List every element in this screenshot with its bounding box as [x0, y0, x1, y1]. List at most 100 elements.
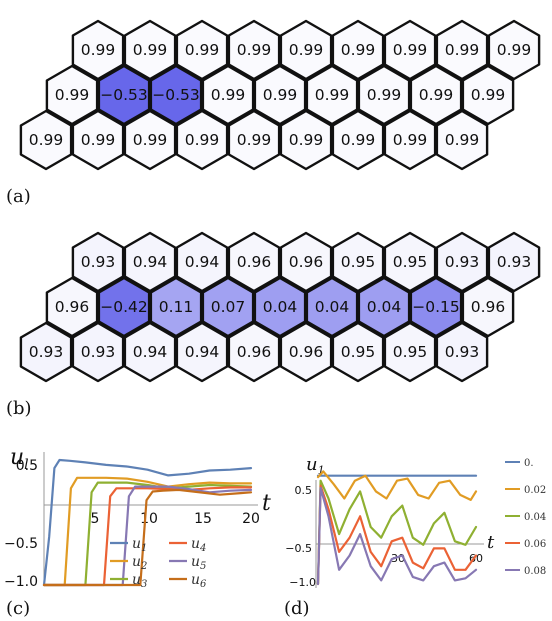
- hex-cell: [409, 276, 463, 338]
- hex-cell-value: 0.96: [289, 343, 324, 361]
- hex-cell: [227, 321, 281, 383]
- x-tick-c-10: 10: [140, 511, 158, 527]
- hex-cell: [331, 109, 385, 171]
- honeycomb-panel-a: 0.99 0.99 0.99 0.99 0.99 0.99 0.99 0.99 0.99 0.99…: [19, 19, 541, 171]
- series-line-0-06: [316, 484, 478, 586]
- hex-cell: [305, 276, 359, 338]
- hex-cell-value: 0.99: [211, 86, 246, 104]
- y-tick-d-neg1.0: −1.0: [289, 576, 316, 589]
- hex-cell: [227, 109, 281, 171]
- hex-cell-value: 0.99: [393, 131, 428, 149]
- hex-cell-value: 0.93: [445, 343, 480, 361]
- hex-cell: [123, 109, 177, 171]
- hex-cell-value: 0.93: [81, 253, 116, 271]
- hex-cell: [461, 64, 515, 126]
- hex-cell: [149, 276, 203, 338]
- hex-cell-value: 0.04: [367, 298, 402, 316]
- panel-label-b: (b): [6, 398, 32, 419]
- hex-cell: [19, 109, 73, 171]
- y-tick-c-neg1.0: −1.0: [4, 574, 38, 590]
- hex-cell: [19, 321, 73, 383]
- hex-cell: [435, 231, 489, 293]
- legend-label: u3: [132, 572, 147, 590]
- hex-cell: [383, 321, 437, 383]
- hex-cell: [45, 276, 99, 338]
- hex-cell: [331, 321, 385, 383]
- hex-cell: [175, 19, 229, 81]
- hex-cell-value: −0.15: [412, 298, 460, 316]
- hex-cell-value: 0.99: [55, 86, 90, 104]
- hex-cell-value: 0.99: [133, 41, 168, 59]
- hex-cell-value: 0.99: [393, 41, 428, 59]
- hex-cell-value: 0.04: [263, 298, 298, 316]
- hex-cell: [71, 231, 125, 293]
- x-axis-label-c: t: [262, 491, 271, 516]
- legend-label: 0.08: [524, 566, 546, 577]
- series-group-c: [42, 458, 253, 587]
- hex-cell: [253, 276, 307, 338]
- hex-cell-value: 0.99: [419, 86, 454, 104]
- hex-cell: [383, 19, 437, 81]
- hex-cell: [71, 19, 125, 81]
- hex-cell-value: 0.95: [341, 343, 376, 361]
- series-line-0-02: [316, 470, 478, 501]
- legend-label: 0.04: [524, 512, 546, 523]
- hex-cell-value: 0.95: [341, 253, 376, 271]
- hex-cell-value: 0.99: [315, 86, 350, 104]
- hex-cell-value: 0.93: [445, 253, 480, 271]
- hex-cell: [123, 321, 177, 383]
- hex-cell-value: 0.99: [81, 41, 116, 59]
- hex-cell-value: 0.95: [393, 253, 428, 271]
- hex-cell-value: 0.99: [237, 41, 272, 59]
- hex-cell-value: 0.11: [159, 298, 194, 316]
- legend-label: 0.: [524, 458, 534, 469]
- hex-cell-value: 0.07: [211, 298, 246, 316]
- hex-cell: [487, 19, 541, 81]
- y-tick-d-0.5: 0.5: [295, 484, 313, 497]
- hex-cell: [123, 19, 177, 81]
- hex-cell-value: 0.99: [471, 86, 506, 104]
- panel-label-a: (a): [6, 186, 31, 207]
- y-tick-c-0.5: 0.5: [16, 458, 38, 474]
- hex-cell: [331, 231, 385, 293]
- legend-label: u2: [132, 554, 147, 572]
- hex-cell: [175, 231, 229, 293]
- hex-cell-value: 0.99: [367, 86, 402, 104]
- hex-cell-value: 0.93: [29, 343, 64, 361]
- hex-cell-value: −0.42: [100, 298, 148, 316]
- hex-cell-value: 0.96: [55, 298, 90, 316]
- series-line-0-08: [316, 486, 478, 586]
- hex-cell-value: 0.99: [133, 131, 168, 149]
- y-tick-d-neg0.5: −0.5: [285, 542, 312, 555]
- x-tick-c-15: 15: [194, 511, 212, 527]
- hex-cell: [45, 64, 99, 126]
- hex-cell-value: −0.53: [100, 86, 148, 104]
- hex-cell-value: 0.99: [237, 131, 272, 149]
- hex-cell: [279, 19, 333, 81]
- x-tick-c-20: 20: [242, 511, 260, 527]
- hex-cell: [227, 19, 281, 81]
- hex-cell: [175, 109, 229, 171]
- hex-cell: [279, 231, 333, 293]
- hex-cell: [279, 109, 333, 171]
- hex-cell-value: 0.99: [29, 131, 64, 149]
- hex-cell-value: 0.99: [289, 131, 324, 149]
- legend-label: u5: [191, 554, 206, 572]
- legend-label: u1: [132, 536, 147, 554]
- hex-cell: [331, 19, 385, 81]
- hex-cell: [175, 321, 229, 383]
- hex-cell: [149, 64, 203, 126]
- hex-cell-value: 0.94: [185, 253, 220, 271]
- hex-cell-value: 0.04: [315, 298, 350, 316]
- hex-cell-value: 0.99: [445, 41, 480, 59]
- hex-cell-value: 0.99: [185, 131, 220, 149]
- panel-label-d: (d): [284, 598, 310, 619]
- series-group-d: [316, 470, 478, 586]
- hex-cell: [279, 321, 333, 383]
- hex-cell-value: 0.96: [237, 343, 272, 361]
- hex-cell-value: 0.99: [263, 86, 298, 104]
- series-line-u4: [42, 486, 253, 587]
